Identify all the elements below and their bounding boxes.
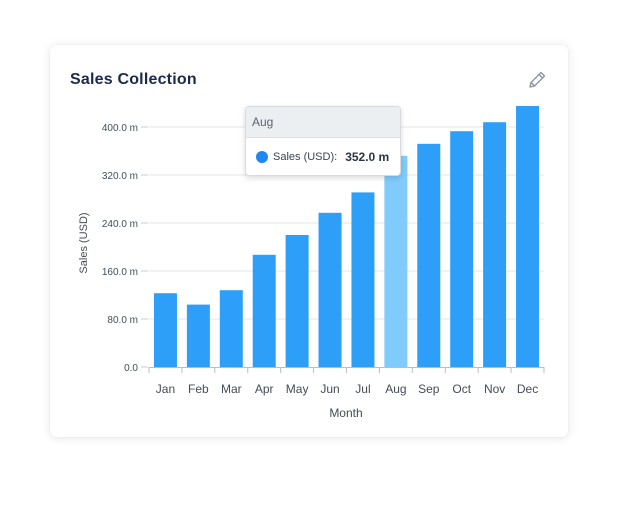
bar-apr[interactable] (252, 254, 276, 367)
bar-feb[interactable] (186, 304, 210, 367)
chart-tooltip: Aug Sales (USD): 352.0 m (245, 106, 401, 176)
tooltip-series-label: Sales (USD): (273, 150, 338, 163)
tooltip-body: Sales (USD): 352.0 m (246, 138, 400, 175)
bar-nov[interactable] (483, 122, 507, 367)
pencil-icon (529, 71, 546, 88)
bar-jun[interactable] (318, 212, 342, 367)
bar-mar[interactable] (219, 290, 243, 367)
bar-aug[interactable] (384, 155, 408, 367)
bar-may[interactable] (285, 235, 309, 367)
bar-dec[interactable] (516, 106, 540, 367)
edit-button[interactable] (526, 69, 548, 91)
card-title: Sales Collection (70, 71, 197, 88)
bars (153, 106, 540, 367)
bar-sep[interactable] (417, 143, 441, 367)
tooltip-category: Aug (246, 107, 400, 138)
bar-oct[interactable] (450, 131, 474, 367)
tooltip-value: 352.0 m (345, 149, 390, 164)
bar-jul[interactable] (351, 192, 375, 367)
series-marker-icon (256, 150, 268, 163)
bar-jan[interactable] (153, 293, 177, 367)
